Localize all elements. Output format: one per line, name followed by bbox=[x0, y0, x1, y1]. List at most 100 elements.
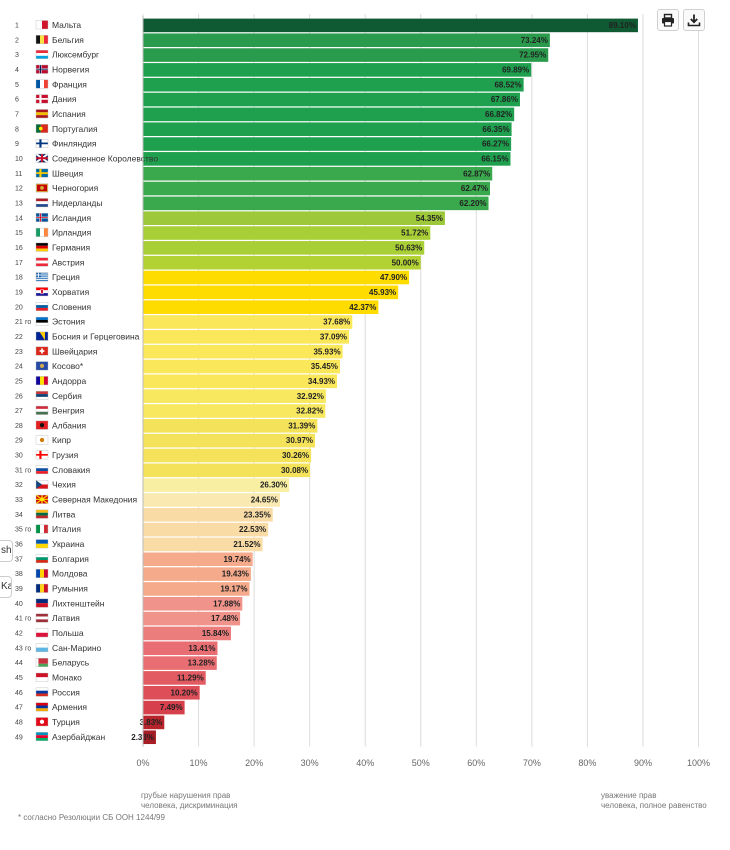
value-label: 37.68% bbox=[323, 318, 350, 327]
country-label: Грузия bbox=[52, 450, 79, 460]
flag-border bbox=[35, 643, 49, 653]
rank-label: 24 bbox=[15, 364, 23, 371]
flag-band bbox=[36, 515, 48, 519]
flag-border bbox=[35, 717, 49, 727]
bar bbox=[143, 700, 185, 715]
flag-no-icon bbox=[35, 64, 49, 74]
bar bbox=[143, 152, 511, 166]
flag-band bbox=[36, 512, 48, 516]
bar bbox=[143, 181, 491, 196]
flag-band bbox=[36, 278, 48, 280]
flag-mk-icon bbox=[35, 494, 49, 505]
bar-row: 48 Турция 3.83% bbox=[15, 715, 165, 730]
bar bbox=[143, 448, 312, 463]
flag-band bbox=[36, 484, 48, 489]
flag-border bbox=[35, 450, 49, 460]
bar bbox=[143, 196, 489, 211]
country-label: Польша bbox=[52, 628, 84, 638]
flag-border bbox=[35, 361, 49, 371]
country-label: Молдова bbox=[52, 569, 88, 579]
flag-border bbox=[35, 420, 49, 430]
rank-label: 18 bbox=[15, 275, 23, 282]
flag-cross bbox=[36, 157, 48, 160]
bar-row: 29 Кипр 30.97% bbox=[15, 433, 316, 448]
flag-band bbox=[44, 584, 48, 593]
country-label: Словакия bbox=[52, 465, 91, 475]
bar-row: 9 Финляндия 66.27% bbox=[15, 137, 512, 151]
flag-emblem bbox=[39, 719, 45, 724]
flag-md-icon bbox=[35, 569, 49, 578]
flag-band bbox=[36, 293, 48, 296]
bar bbox=[143, 730, 156, 745]
flag-border bbox=[35, 376, 49, 386]
flag-band bbox=[36, 406, 48, 409]
bar bbox=[143, 300, 379, 314]
download-button[interactable] bbox=[683, 9, 705, 31]
flag-band bbox=[36, 543, 48, 549]
flag-border bbox=[35, 465, 49, 475]
flag-band bbox=[36, 560, 48, 563]
flag-border bbox=[35, 524, 49, 534]
bar-row: 42 Польша 15.84% bbox=[15, 626, 231, 641]
rank-label: 31 bbox=[15, 467, 23, 474]
flag-hu-icon bbox=[35, 405, 49, 415]
flag-band bbox=[36, 109, 48, 113]
flag-emblem bbox=[40, 186, 44, 190]
rank-label: 32 bbox=[15, 482, 23, 489]
tick-label: 40% bbox=[356, 758, 374, 768]
value-label: 35.93% bbox=[313, 347, 340, 356]
value-label: 50.63% bbox=[395, 243, 422, 252]
rank-label: 19 bbox=[15, 289, 23, 296]
bar bbox=[143, 537, 263, 552]
flag-band bbox=[36, 643, 48, 648]
flag-border bbox=[35, 287, 49, 297]
flag-border bbox=[35, 702, 49, 712]
flag-xk-icon bbox=[35, 361, 49, 371]
bar bbox=[143, 166, 493, 181]
country-label: Косово* bbox=[52, 361, 84, 371]
side-tab-1[interactable]: sh bbox=[0, 540, 13, 562]
value-label: 3.83% bbox=[140, 718, 163, 727]
flag-band bbox=[36, 658, 39, 667]
value-label: 62.47% bbox=[461, 184, 488, 193]
flag-band bbox=[36, 408, 48, 412]
rank-label: 22 bbox=[15, 334, 23, 341]
rank-label: 49 bbox=[15, 734, 23, 741]
flag-border bbox=[35, 138, 49, 148]
country-label: Франция bbox=[52, 79, 87, 89]
country-label: Сан-Марино bbox=[52, 643, 102, 653]
flag-band bbox=[44, 524, 48, 534]
side-tab-2[interactable]: Ka bbox=[0, 576, 12, 598]
bar bbox=[143, 478, 290, 492]
country-label: Люксембург bbox=[52, 50, 99, 60]
flag-border bbox=[35, 480, 49, 489]
print-button[interactable] bbox=[657, 9, 679, 31]
flag-band bbox=[36, 673, 48, 678]
flag-border bbox=[35, 257, 49, 267]
flag-border bbox=[35, 539, 49, 549]
rank-label: 45 bbox=[15, 675, 23, 682]
rank-label: 28 bbox=[15, 423, 23, 430]
flag-band bbox=[36, 277, 48, 279]
flag-border bbox=[35, 657, 49, 667]
bar bbox=[143, 92, 520, 107]
country-label: Лихтенштейн bbox=[52, 598, 105, 608]
flag-sk-icon bbox=[35, 465, 49, 475]
country-label: Финляндия bbox=[52, 139, 97, 149]
flag-band bbox=[36, 658, 48, 664]
bar bbox=[143, 255, 421, 270]
flag-emblem bbox=[39, 363, 45, 368]
bar-row: 30 Грузия 30.26% bbox=[15, 448, 312, 463]
bar-row: 5 Франция 68.52% bbox=[15, 77, 524, 92]
country-label: Северная Македония bbox=[52, 495, 138, 505]
value-label: 66.35% bbox=[482, 125, 509, 134]
flag-band bbox=[36, 307, 48, 311]
flag-band bbox=[36, 471, 48, 474]
flag-si-icon bbox=[35, 302, 49, 311]
rank-label: 14 bbox=[15, 215, 23, 222]
flag-band bbox=[36, 603, 48, 608]
rank-label: 20 bbox=[15, 304, 23, 311]
bar bbox=[143, 507, 273, 522]
country-label: Кипр bbox=[52, 435, 71, 445]
